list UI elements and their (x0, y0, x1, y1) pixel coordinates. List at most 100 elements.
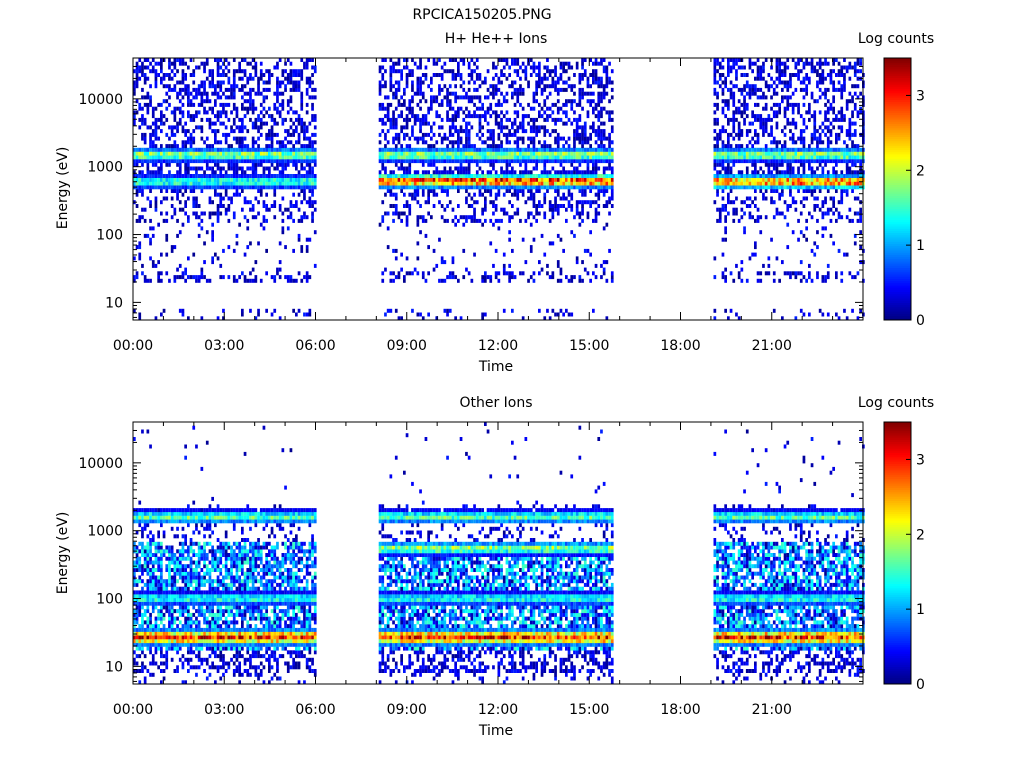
heatmap-cell (251, 181, 255, 186)
heatmap-cell (230, 87, 233, 92)
heatmap-cell (138, 316, 142, 321)
heatmap-cell (529, 211, 533, 216)
heatmap-cell (411, 147, 414, 152)
heatmap-cell (160, 312, 163, 317)
heatmap-cell (594, 275, 598, 280)
heatmap-cell (214, 129, 217, 134)
heatmap-cell (284, 181, 287, 186)
heatmap-cell (165, 117, 169, 122)
heatmap-cell (305, 312, 309, 317)
heatmap-cell (151, 226, 155, 231)
heatmap-cell (494, 207, 498, 212)
heatmap-cell (759, 278, 763, 283)
heatmap-cell (721, 73, 725, 77)
heatmap-cell (397, 84, 401, 89)
heatmap-cell (400, 144, 403, 149)
heatmap-cell (295, 312, 298, 317)
heatmap-cell (222, 308, 225, 313)
heatmap-cell (716, 132, 719, 137)
heatmap-cell (538, 65, 541, 70)
heatmap-cell (403, 181, 406, 186)
heatmap-cell (235, 181, 239, 186)
heatmap-cell (581, 155, 584, 160)
heatmap-cell (138, 58, 142, 62)
heatmap-cell (786, 99, 790, 104)
heatmap-cell (573, 132, 576, 137)
heatmap-cell (297, 87, 301, 92)
heatmap-cell (799, 129, 803, 134)
heatmap-cell (432, 267, 436, 272)
heatmap-cell (438, 58, 441, 62)
heatmap-cell (465, 129, 468, 134)
heatmap-cell (554, 312, 557, 317)
heatmap-cell (208, 69, 212, 74)
heatmap-cell (546, 308, 549, 313)
heatmap-cell (400, 95, 403, 100)
heatmap-cell (300, 166, 304, 171)
heatmap-cell (192, 129, 196, 134)
heatmap-cell (259, 121, 263, 126)
heatmap-cell (581, 136, 584, 141)
heatmap-cell (251, 170, 255, 175)
heatmap-cell (419, 155, 422, 160)
heatmap-cell (556, 170, 560, 175)
heatmap-cell (408, 211, 412, 216)
heatmap-cell (162, 73, 166, 77)
heatmap-cell (135, 245, 139, 250)
heatmap-cell (403, 174, 406, 178)
heatmap-cell (605, 189, 609, 193)
heatmap-cell (556, 110, 560, 115)
heatmap-cell (492, 87, 495, 92)
heatmap-cell (538, 84, 541, 89)
heatmap-cell (454, 125, 457, 130)
heatmap-cell (192, 102, 196, 107)
heatmap-cell (578, 275, 582, 280)
heatmap-cell (484, 177, 487, 182)
heatmap-cell (133, 159, 136, 164)
heatmap-cell (427, 159, 430, 164)
heatmap-cell (802, 136, 806, 141)
heatmap-cell (751, 61, 754, 66)
heatmap-cell (562, 159, 565, 164)
heatmap-cell (246, 110, 250, 115)
heatmap-cell (187, 166, 190, 171)
heatmap-cell (232, 73, 236, 77)
heatmap-cell (284, 129, 287, 134)
heatmap-cell (799, 147, 803, 152)
heatmap-cell (305, 80, 309, 85)
heatmap-cell (151, 121, 155, 126)
heatmap-cell (767, 87, 771, 92)
heatmap-cell (527, 151, 530, 156)
heatmap-cell (570, 275, 574, 280)
heatmap-cell (459, 95, 463, 100)
heatmap-cell (802, 159, 806, 164)
heatmap-cell (529, 125, 533, 130)
heatmap-cell (532, 61, 536, 66)
heatmap-cell (381, 58, 385, 62)
heatmap-cell (489, 189, 493, 193)
heatmap-cell (505, 91, 509, 96)
heatmap-cell (195, 204, 198, 208)
heatmap-cell (286, 177, 290, 182)
heatmap-cell (222, 155, 225, 160)
heatmap-cell (794, 316, 798, 321)
heatmap-cell (446, 275, 449, 280)
heatmap-cell (238, 192, 241, 197)
heatmap-cell (502, 181, 506, 186)
heatmap-cell (778, 177, 781, 182)
heatmap-cell (257, 312, 260, 317)
heatmap-cell (303, 196, 306, 201)
heatmap-cell (451, 177, 455, 182)
heatmap-cell (214, 147, 217, 152)
heatmap-cell (151, 170, 155, 175)
heatmap-cell (386, 245, 390, 250)
heatmap-cell (411, 95, 414, 100)
heatmap-cell (424, 200, 428, 205)
heatmap-cell (511, 181, 514, 186)
heatmap-cell (311, 132, 314, 137)
heatmap-cell (222, 91, 225, 96)
heatmap-cell (727, 192, 730, 197)
heatmap-cell (443, 174, 447, 178)
heatmap-cell (467, 151, 471, 156)
heatmap-cell (157, 166, 160, 171)
